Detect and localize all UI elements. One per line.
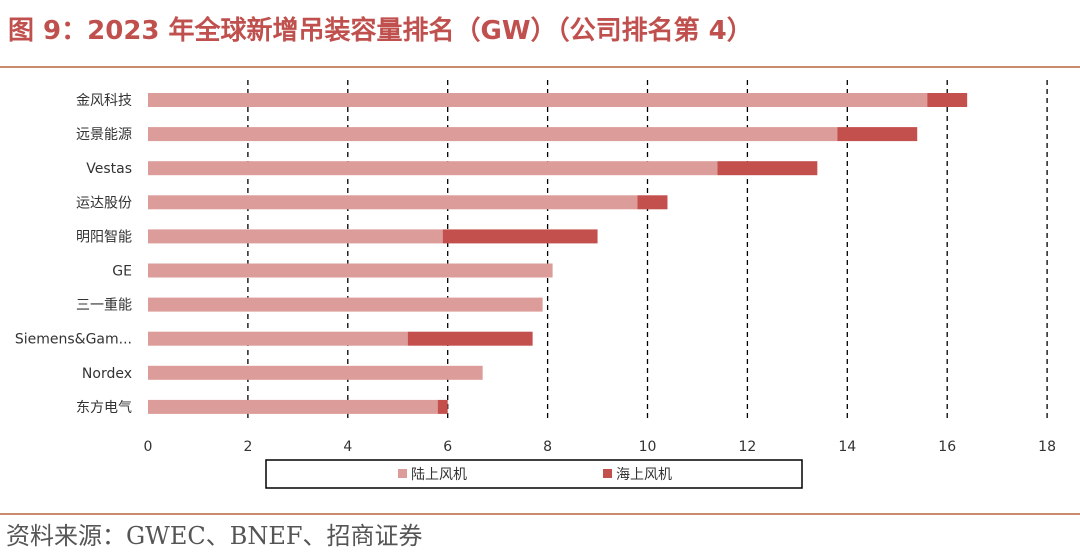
source-note: 资料来源：GWEC、BNEF、招商证券 (6, 522, 423, 550)
bar-segment (148, 399, 438, 414)
x-tick-label: 2 (243, 439, 252, 455)
bar-segment (837, 127, 918, 142)
category-label: 远景能源 (76, 127, 132, 143)
bar-segment (148, 229, 443, 244)
x-tick-label: 18 (1038, 439, 1056, 455)
category-label: 三一重能 (76, 298, 132, 314)
bars (148, 93, 968, 414)
bar-segment (148, 331, 408, 346)
legend: 陆上风机 海上风机 (265, 459, 803, 489)
x-tick-label: 6 (443, 439, 452, 455)
x-tick-label: 12 (738, 439, 756, 455)
bar-segment (437, 399, 448, 414)
legend-swatch-offshore (603, 469, 612, 478)
category-label: 金风科技 (76, 93, 132, 109)
bar-segment (148, 297, 543, 312)
category-label: Nordex (82, 366, 132, 382)
legend-swatch-onshore (398, 469, 407, 478)
bar-segment (637, 195, 668, 210)
x-tick-label: 8 (543, 439, 552, 455)
legend-label-onshore: 陆上风机 (411, 467, 467, 483)
x-tick-label: 14 (838, 439, 856, 455)
chart-title: 图 9：2023 年全球新增吊装容量排名（GW）（公司排名第 4） (8, 16, 753, 46)
bar-segment (148, 195, 638, 210)
category-label: 运达股份 (76, 195, 132, 211)
bar-segment (148, 263, 553, 278)
source-divider (0, 513, 1080, 515)
category-label: 东方电气 (76, 400, 132, 416)
category-label: GE (112, 264, 132, 280)
bar-segment (148, 93, 928, 107)
x-tick-label: 4 (343, 439, 352, 455)
category-label: Vestas (86, 161, 132, 177)
legend-box (265, 459, 803, 489)
x-tick-label: 16 (938, 439, 956, 455)
bar-segment (927, 93, 968, 107)
x-tick-label: 10 (639, 439, 657, 455)
legend-label-offshore: 海上风机 (616, 467, 672, 483)
bar-segment (148, 127, 838, 142)
bar-segment (148, 365, 483, 380)
x-tick-labels: 0 2 4 6 8 10 12 14 16 18 (144, 439, 1056, 455)
bar-segment (717, 161, 818, 176)
x-tick-label: 0 (144, 439, 153, 455)
bar-segment (407, 331, 533, 346)
title-divider (0, 66, 1080, 68)
bar-segment (442, 229, 598, 244)
category-label: 明阳智能 (76, 229, 132, 245)
bar-segment (148, 161, 718, 176)
category-label: Siemens&Gam... (15, 332, 132, 348)
